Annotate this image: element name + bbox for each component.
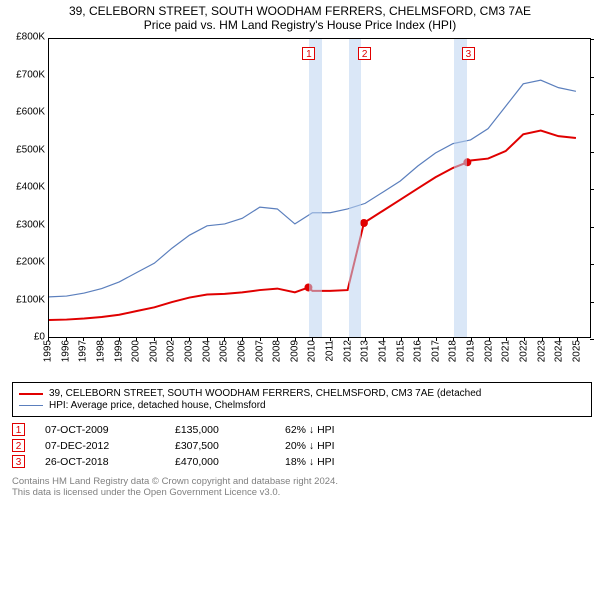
x-tick-label: 2011 (325, 340, 336, 362)
highlight-band (309, 39, 321, 337)
x-tick-label: 1996 (60, 340, 71, 362)
chart-marker-box: 2 (358, 47, 371, 60)
x-tick-label: 2017 (430, 340, 441, 362)
x-tick-label: 2007 (254, 340, 265, 362)
x-tick-label: 2016 (413, 340, 424, 362)
x-tick-label: 2001 (148, 340, 159, 362)
sale-pct: 20% ↓ HPI (285, 440, 395, 452)
sale-marker-icon: 1 (12, 423, 25, 436)
x-tick-label: 2019 (466, 340, 477, 362)
x-tick-label: 2015 (395, 340, 406, 362)
x-tick-label: 2014 (377, 340, 388, 362)
chart-container: 39, CELEBORN STREET, SOUTH WOODHAM FERRE… (0, 0, 600, 498)
sale-price: £135,000 (175, 424, 285, 436)
legend-item: HPI: Average price, detached house, Chel… (19, 400, 585, 411)
x-tick-label: 2022 (519, 340, 530, 362)
sale-pct: 62% ↓ HPI (285, 424, 395, 436)
x-tick-label: 2020 (483, 340, 494, 362)
x-tick-label: 2002 (166, 340, 177, 362)
y-tick-label: £200K (16, 257, 49, 268)
x-tick-label: 2000 (131, 340, 142, 362)
table-row: 3 26-OCT-2018 £470,000 18% ↓ HPI (12, 455, 592, 468)
sale-price: £470,000 (175, 456, 285, 468)
y-tick-label: £700K (16, 69, 49, 80)
table-row: 1 07-OCT-2009 £135,000 62% ↓ HPI (12, 423, 592, 436)
title-main: 39, CELEBORN STREET, SOUTH WOODHAM FERRE… (0, 4, 600, 18)
x-tick-label: 2013 (360, 340, 371, 362)
x-tick-label: 2010 (307, 340, 318, 362)
chart-titles: 39, CELEBORN STREET, SOUTH WOODHAM FERRE… (0, 0, 600, 32)
x-tick-label: 2024 (554, 340, 565, 362)
sale-date: 26-OCT-2018 (45, 456, 175, 468)
x-tick-label: 2005 (219, 340, 230, 362)
x-tick-label: 2003 (184, 340, 195, 362)
chart-marker-box: 3 (462, 47, 475, 60)
sale-marker-icon: 3 (12, 455, 25, 468)
y-tick-label: £400K (16, 182, 49, 193)
legend-item: 39, CELEBORN STREET, SOUTH WOODHAM FERRE… (19, 388, 585, 399)
x-tick-label: 2008 (272, 340, 283, 362)
x-tick-label: 2012 (342, 340, 353, 362)
legend: 39, CELEBORN STREET, SOUTH WOODHAM FERRE… (12, 382, 592, 417)
sale-marker-icon: 2 (12, 439, 25, 452)
y-tick-label: £100K (16, 294, 49, 305)
footer-line: This data is licensed under the Open Gov… (12, 487, 592, 498)
highlight-band (349, 39, 361, 337)
sale-dot (360, 219, 368, 227)
sales-table: 1 07-OCT-2009 £135,000 62% ↓ HPI 2 07-DE… (12, 423, 592, 468)
plot-area: 123£0£100K£200K£300K£400K£500K£600K£700K… (48, 38, 591, 338)
x-tick-label: 1997 (78, 340, 89, 362)
y-tick-label: £300K (16, 219, 49, 230)
x-tick-label: 2025 (571, 340, 582, 362)
sale-price: £307,500 (175, 440, 285, 452)
sale-pct: 18% ↓ HPI (285, 456, 395, 468)
y-tick-label: £500K (16, 144, 49, 155)
highlight-band (454, 39, 466, 337)
legend-swatch (19, 393, 43, 395)
x-tick-label: 2018 (448, 340, 459, 362)
x-tick-label: 1998 (95, 340, 106, 362)
x-axis: 1995199619971998199920002001200220032004… (48, 338, 591, 376)
x-tick-label: 1995 (43, 340, 54, 362)
legend-label: HPI: Average price, detached house, Chel… (49, 400, 266, 411)
x-tick-label: 2023 (536, 340, 547, 362)
x-tick-label: 1999 (113, 340, 124, 362)
x-tick-label: 2021 (501, 340, 512, 362)
y-tick-label: £600K (16, 107, 49, 118)
legend-swatch (19, 405, 43, 406)
x-tick-label: 2009 (289, 340, 300, 362)
footer-line: Contains HM Land Registry data © Crown c… (12, 476, 592, 487)
sale-date: 07-DEC-2012 (45, 440, 175, 452)
footer: Contains HM Land Registry data © Crown c… (12, 476, 592, 498)
chart-marker-box: 1 (302, 47, 315, 60)
sale-date: 07-OCT-2009 (45, 424, 175, 436)
x-tick-label: 2006 (236, 340, 247, 362)
y-tick-label: £800K (16, 32, 49, 43)
legend-label: 39, CELEBORN STREET, SOUTH WOODHAM FERRE… (49, 388, 481, 399)
x-tick-label: 2004 (201, 340, 212, 362)
table-row: 2 07-DEC-2012 £307,500 20% ↓ HPI (12, 439, 592, 452)
title-sub: Price paid vs. HM Land Registry's House … (0, 18, 600, 32)
